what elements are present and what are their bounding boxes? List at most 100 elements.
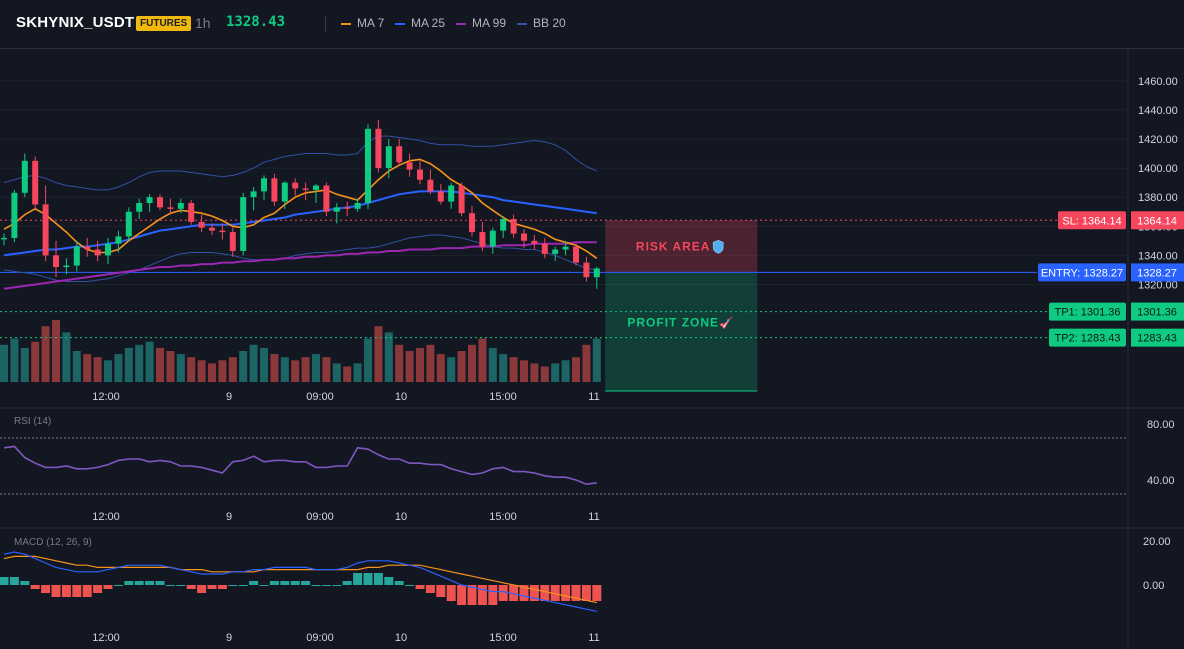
candle-body (11, 192, 18, 238)
candle-body (271, 178, 278, 202)
header-divider (325, 16, 326, 32)
macd-histogram-bar (477, 585, 487, 605)
candle (385, 139, 392, 179)
candle-body (437, 191, 444, 202)
candle-body (365, 128, 371, 203)
macd-histogram-bar (353, 573, 363, 585)
macd-histogram-bar (145, 581, 155, 585)
rsi-tick-80: 80.00 (1147, 419, 1175, 431)
legend-ma7[interactable]: MA 7 (341, 16, 384, 30)
macd-histogram-bar (373, 573, 383, 585)
candle (105, 237, 111, 265)
macd-histogram-bar (571, 585, 581, 601)
candle-body (177, 203, 184, 209)
macd-line (3, 551, 597, 612)
macd-histogram-bar (155, 581, 165, 585)
candle-body (188, 203, 195, 222)
volume-bar (488, 347, 497, 382)
candle (84, 237, 91, 257)
tp2-axis-box (1131, 328, 1184, 347)
rocket-icon (719, 316, 733, 330)
legend-ma25[interactable]: MA 25 (395, 16, 445, 30)
candle (219, 223, 226, 240)
candle (1, 233, 7, 246)
candle (323, 182, 330, 217)
time-tick-label: 12:00 (92, 391, 120, 403)
candle (406, 153, 413, 177)
tp1-axis-value: 1301.36 (1131, 302, 1184, 321)
chart-canvas[interactable]: 1460.001440.001420.001400.001380.001360.… (0, 49, 1184, 649)
candle (593, 267, 600, 289)
volume-bar (572, 357, 580, 382)
volume-bar (10, 338, 19, 382)
volume-bar (260, 347, 268, 382)
candle-body (240, 197, 247, 251)
macd-histogram-bar (113, 585, 123, 586)
legend-ma99[interactable]: MA 99 (456, 16, 506, 30)
tp1-tag[interactable]: TP1: 1301.36 (1049, 302, 1126, 321)
time-tick-label: 10 (395, 632, 407, 644)
candle (302, 182, 309, 201)
volume-bar (62, 332, 71, 382)
candle-body (125, 211, 132, 237)
entry-axis-box (1131, 263, 1184, 282)
sl-tag-label: SL: 1364.14 (1062, 215, 1121, 227)
price-tick-label: 1340.00 (1138, 250, 1178, 262)
candle-body (115, 236, 122, 244)
candle-body (219, 230, 226, 233)
candle (292, 178, 299, 196)
volume-bar (114, 354, 123, 382)
macd-histogram-bar (207, 585, 217, 589)
sl-tag[interactable]: SL: 1364.14 (1058, 211, 1126, 230)
macd-histogram-bar (550, 585, 560, 601)
candle (177, 198, 184, 214)
macd-histogram-bar (446, 585, 456, 601)
macd-histogram-bar (280, 581, 290, 585)
macd-histogram-bar (509, 585, 519, 601)
volume-bar (416, 347, 424, 382)
candle (240, 192, 247, 256)
candle (344, 201, 351, 217)
volume-bar (301, 357, 310, 382)
macd-histogram-bar (103, 585, 113, 589)
price-tick-label: 1320.00 (1138, 279, 1178, 291)
volume-bar (447, 357, 456, 382)
candle-body (105, 243, 111, 256)
profit-zone-label: PROFIT ZONE (627, 315, 719, 329)
futures-badge: FUTURES (136, 16, 192, 31)
volume-bar (312, 354, 320, 382)
candle (500, 216, 507, 238)
macd-histogram-bar (332, 585, 342, 586)
macd-histogram-bar (20, 581, 30, 585)
entry-tag[interactable]: ENTRY: 1328.27 (1038, 263, 1126, 282)
tp2-tag[interactable]: TP2: 1283.43 (1049, 328, 1126, 347)
volume-bar (187, 357, 196, 382)
volume-bar (395, 344, 404, 382)
candle-body (229, 232, 236, 251)
price-grid (0, 80, 1128, 285)
symbol-name[interactable]: SKHYNIX_USDT (16, 14, 135, 31)
candle (94, 240, 101, 262)
price-tick-label: 1380.00 (1138, 192, 1178, 204)
volume-bar (426, 344, 435, 382)
macd-histogram-bar (269, 581, 279, 585)
volume-bar (228, 357, 237, 382)
last-price: 1328.43 (226, 14, 286, 30)
candle-body (531, 240, 538, 244)
volume-bar (499, 354, 508, 382)
volume-bar (93, 357, 102, 382)
macd-histogram-bar (467, 585, 477, 605)
timeframe-selector[interactable]: 1h (195, 15, 211, 31)
legend-bb20[interactable]: BB 20 (517, 16, 566, 30)
volume-bar (353, 363, 362, 382)
volume-bar (364, 338, 372, 382)
volume-bar (0, 344, 8, 382)
macd-histogram-bar (0, 577, 9, 585)
volume-bar (405, 351, 414, 382)
volume-bar (218, 360, 227, 382)
time-tick-label: 09:00 (306, 632, 334, 644)
macd-histogram-bar (436, 585, 446, 597)
volume-bar (239, 351, 248, 382)
candle (510, 214, 517, 238)
macd-histogram-bar (165, 585, 175, 586)
